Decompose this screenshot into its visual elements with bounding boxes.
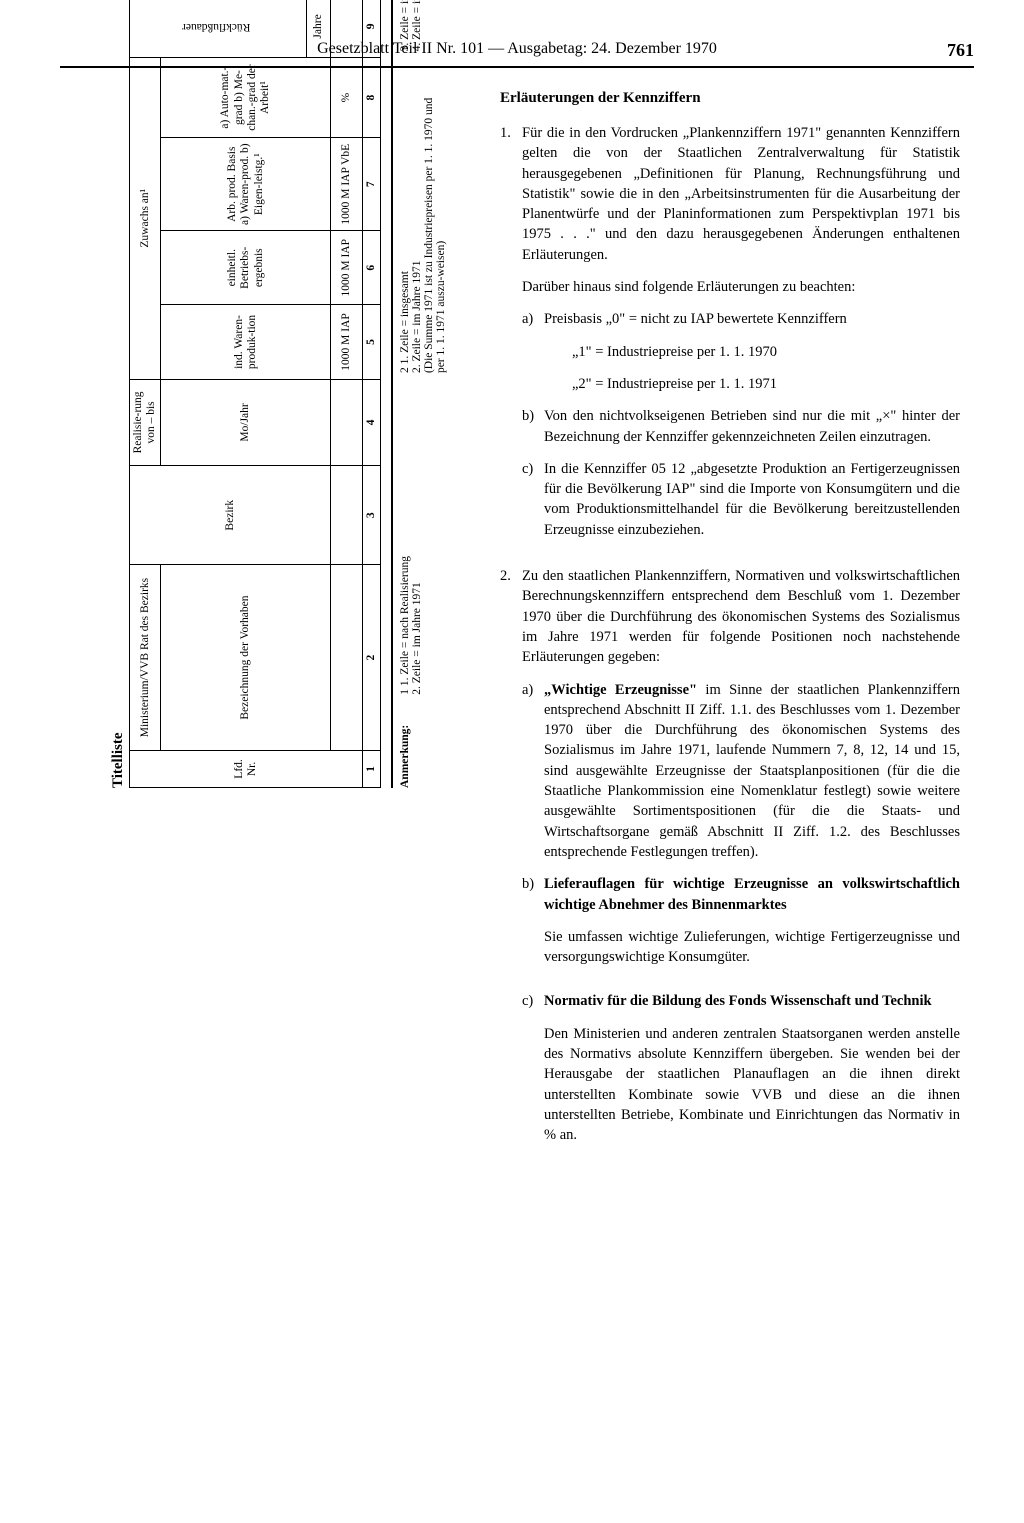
col-arbprod: Arb. prod. Basis a) Waren-prod. b) Eigen… — [161, 138, 331, 231]
col-mojahr: Mo/Jahr — [161, 379, 331, 466]
unit-5: 1000 M IAP — [331, 305, 362, 379]
right-column: Erläuterungen der Kennziffern 1. Für die… — [500, 88, 960, 1183]
anmerkung: Anmerkung: 1 1. Zeile = nach Realisierun… — [391, 0, 447, 788]
text-heading: Erläuterungen der Kennziffern — [500, 88, 960, 109]
unit-7: 1000 M IAP VbE — [331, 138, 362, 231]
item2-b-rest: Sie umfassen wichtige Zulieferungen, wic… — [544, 927, 960, 968]
col-lfd: Lfd. Nr. — [130, 750, 363, 787]
colnum-7: 7 — [362, 138, 380, 231]
item1-c: In die Kennziffer 05 12 „abgesetzte Prod… — [544, 459, 960, 540]
item2-b-letter: b) — [522, 874, 544, 979]
left-column: Titelliste Anlage 2 Lfd. Nr. Ministerium… — [60, 88, 470, 1183]
item2-c-letter: c) — [522, 991, 544, 1157]
item2-c-bold: Normativ für die Bildung des Fonds Wisse… — [544, 993, 932, 1009]
item2-c-rest: Den Ministerien und anderen zentralen St… — [544, 1024, 960, 1146]
item1-p1: Für die in den Vordrucken „Plankennziffe… — [522, 123, 960, 265]
item2-a-bold: „Wichtige Erzeugnisse" — [544, 682, 697, 698]
anmerkung-3: 3. Zeile = im Jahre 1972 4. Zeile = im J… — [399, 0, 447, 51]
colnum-4: 4 — [362, 379, 380, 466]
item1-c-letter: c) — [522, 459, 544, 540]
colnum-5: 5 — [362, 305, 380, 379]
item2-b-bold: Lieferauflagen für wichtige Erzeugnisse … — [544, 876, 960, 912]
item1-b: Von den nichtvolkseigenen Betrieben sind… — [544, 406, 960, 447]
anmerkung-1: 1 1. Zeile = nach Realisierung 2. Zeile … — [399, 403, 447, 695]
item1-a3: „2" = Industriepreise per 1. 1. 1971 — [522, 374, 960, 394]
colnum-6: 6 — [362, 231, 380, 305]
item2-a-rest: im Sinne der staatlichen Plankennziffern… — [544, 682, 960, 860]
item1-a: Preisbasis „0" = nicht zu IAP bewertete … — [544, 309, 960, 329]
item2-a-letter: a) — [522, 680, 544, 863]
super-zuwachs: Zuwachs an¹ — [130, 57, 161, 379]
col-rueckfluss: Rückflußdauer — [182, 20, 250, 33]
col-realisierung: Realisie-rung von – bis — [130, 379, 161, 466]
col-jahre: Jahre — [306, 0, 331, 57]
item2-num: 2. — [500, 566, 522, 1169]
unit-8: % — [331, 57, 362, 137]
colnum-3: 3 — [362, 466, 380, 565]
item1-a-letter: a) — [522, 309, 544, 329]
col-ind-waren: ind. Waren-produk-tion — [161, 305, 331, 379]
table-title: Titelliste — [110, 0, 127, 788]
colnum-1: 1 — [362, 750, 380, 787]
colnum-9: 9 — [362, 0, 380, 57]
col-ministerium: Ministerium/VVB Rat des Bezirks — [130, 565, 161, 751]
item1-b-letter: b) — [522, 406, 544, 447]
item1-a2: „1" = Industriepreise per 1. 1. 1970 — [522, 342, 960, 362]
anmerkung-label: Anmerkung: — [399, 725, 447, 788]
page-number: 761 — [947, 40, 974, 61]
colnum-2: 2 — [362, 565, 380, 751]
anmerkung-2: 2 1. Zeile = insgesamt 2. Zeile = im Jah… — [399, 81, 447, 373]
item1-p2: Darüber hinaus sind folgende Erläuterung… — [522, 277, 960, 297]
item1-num: 1. — [500, 123, 522, 552]
col-betriebs: einheitl. Betriebs-ergebnis — [161, 231, 331, 305]
colnum-8: 8 — [362, 57, 380, 137]
titelliste-table: Lfd. Nr. Ministerium/VVB Rat des Bezirks… — [129, 0, 381, 788]
col-bezeichnung: Bezeichnung der Vorhaben — [161, 565, 331, 751]
col-automat: a) Auto-mat.-grad b) Me-chan.-grad der A… — [161, 57, 331, 137]
item2-p1: Zu den staatlichen Plankennziffern, Norm… — [522, 566, 960, 667]
col-bezirk: Bezirk — [130, 466, 331, 565]
unit-6: 1000 M IAP — [331, 231, 362, 305]
